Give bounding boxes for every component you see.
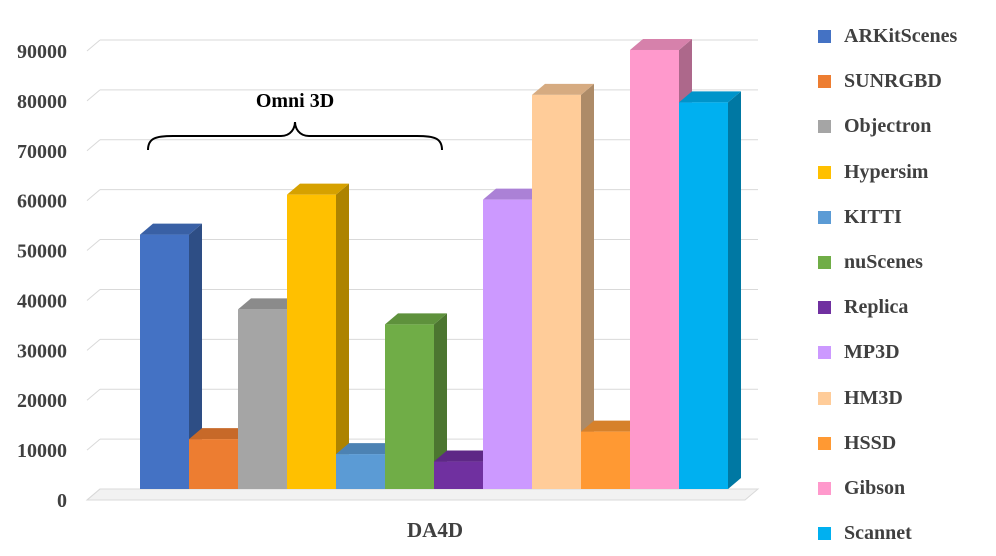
legend-label: HSSD [844, 431, 897, 454]
legend-swatch [818, 210, 831, 224]
legend-label: HM3D [844, 386, 903, 409]
legend-item-sunrgbd: SUNRGBD [818, 59, 996, 104]
legend-item-hypersim: Hypersim [818, 150, 996, 195]
gridline-depth [86, 39, 101, 52]
legend-swatch [818, 391, 831, 405]
annotation-brace [147, 121, 443, 151]
bar-nuscenes-top [385, 313, 447, 325]
x-category-label: DA4D [407, 518, 463, 542]
legend-item-hm3d: HM3D [818, 376, 996, 421]
bar-sunrgbd [189, 439, 238, 489]
bar-mp3d [483, 199, 532, 489]
gridline-depth [86, 438, 101, 451]
y-tick-label: 30000 [17, 340, 67, 362]
bar-hypersim [287, 194, 336, 489]
legend-item-kitti: KITTI [818, 195, 996, 240]
legend-label: ARKitScenes [844, 25, 958, 48]
legend-item-hssd: HSSD [818, 421, 996, 466]
bar-gibson-top [630, 38, 692, 50]
y-tick-label: 20000 [17, 390, 67, 412]
legend-swatch [818, 301, 831, 315]
y-tick-label: 40000 [17, 290, 67, 312]
bar-hssd-top [581, 420, 643, 432]
legend-swatch [818, 527, 831, 541]
bar-arkitscenes [140, 234, 189, 489]
bar-hm3d-side [581, 83, 594, 489]
legend-label: nuScenes [844, 251, 923, 274]
bar-nuscenes-side [434, 313, 447, 489]
gridline-depth [86, 289, 101, 301]
legend-label: KITTI [844, 205, 902, 228]
bar-hm3d [532, 94, 581, 489]
bar-replica [434, 461, 483, 489]
bar-kitti-top [336, 443, 398, 455]
gridline-depth [86, 89, 101, 102]
bar-hypersim-side [336, 183, 349, 489]
bar-scannet-side [728, 91, 741, 489]
gridline-depth [86, 488, 101, 501]
bar-objectron-top [238, 298, 300, 310]
legend-item-nuscenes: nuScenes [818, 240, 996, 285]
legend-swatch [818, 120, 831, 134]
bar-gibson [630, 49, 679, 489]
legend: ARKitScenes SUNRGBD Objectron Hypersim KITTI… [818, 14, 996, 556]
gridline-depth [86, 239, 101, 251]
legend-item-objectron: Objectron [818, 104, 996, 149]
bar-scannet [679, 102, 728, 489]
y-tick-label: 50000 [17, 241, 67, 263]
bar-replica-top [434, 450, 496, 462]
gridline-depth [86, 338, 101, 351]
bar-nuscenes [385, 324, 434, 489]
bar-hypersim-top [287, 183, 349, 195]
legend-item-scannet: Scannet [818, 511, 996, 556]
bar-mp3d-top [483, 188, 545, 200]
legend-swatch [818, 256, 831, 270]
legend-item-mp3d: MP3D [818, 330, 996, 375]
legend-swatch [818, 481, 831, 495]
legend-label: Hypersim [844, 160, 929, 183]
bar-hm3d-top [532, 83, 594, 95]
y-tick-label: 0 [57, 490, 67, 512]
bar-sunrgbd-top [189, 428, 251, 440]
y-tick-label: 80000 [17, 91, 67, 113]
legend-item-arkitscenes: ARKitScenes [818, 14, 996, 59]
bar-objectron [238, 309, 287, 489]
legend-swatch [818, 75, 831, 89]
y-tick-label: 70000 [17, 141, 67, 163]
bar-kitti [336, 454, 385, 489]
y-tick-label: 90000 [17, 41, 67, 63]
legend-swatch [818, 30, 831, 44]
legend-label: SUNRGBD [844, 70, 942, 93]
legend-label: Objectron [844, 115, 932, 138]
legend-label: Gibson [844, 476, 906, 499]
bar-hssd [581, 431, 630, 489]
legend-swatch [818, 346, 831, 360]
legend-item-gibson: Gibson [818, 466, 996, 511]
bar-arkitscenes-side [189, 223, 202, 490]
gridline-depth [86, 388, 101, 401]
gridline-depth [86, 139, 101, 152]
chart-floor [85, 488, 760, 501]
y-tick-label: 60000 [17, 191, 67, 213]
legend-item-replica: Replica [818, 285, 996, 330]
legend-label: MP3D [844, 341, 900, 364]
annotation-label: Omni 3D [256, 90, 334, 112]
bar-scannet-top [679, 91, 741, 103]
gridline-depth [86, 189, 101, 202]
legend-label: Replica [844, 296, 909, 319]
legend-swatch [818, 436, 831, 450]
y-tick-label: 10000 [17, 440, 67, 462]
bar-arkitscenes-top [140, 223, 202, 235]
legend-swatch [818, 165, 831, 179]
legend-label: Scannet [844, 522, 912, 545]
